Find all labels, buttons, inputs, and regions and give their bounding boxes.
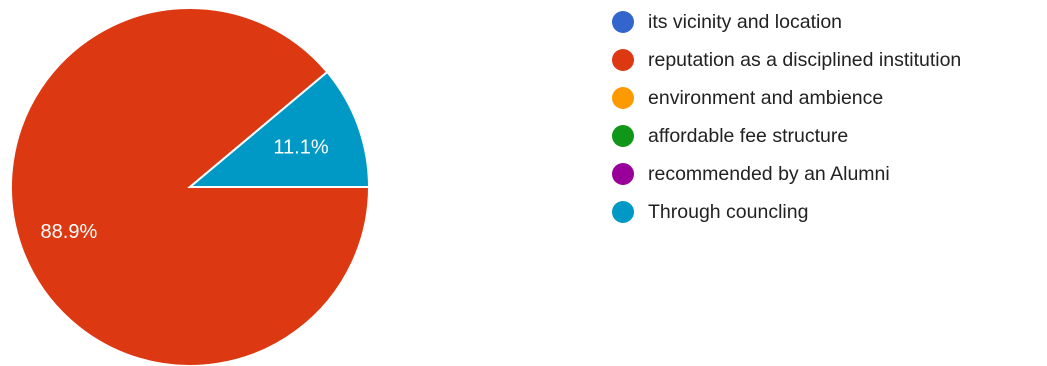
legend-swatch <box>612 49 634 71</box>
legend-label: environment and ambience <box>648 86 884 109</box>
legend-label: recommended by an Alumni <box>648 162 890 185</box>
pie-slice-labels: 88.9% 11.1% <box>41 137 329 243</box>
legend-swatch <box>612 11 634 33</box>
legend-item: environment and ambience <box>612 82 961 114</box>
chart-legend: its vicinity and location reputation as a… <box>612 6 961 234</box>
legend-swatch <box>612 125 634 147</box>
legend-swatch <box>612 87 634 109</box>
legend-item: Through councling <box>612 196 961 228</box>
pie-slice-through-councling <box>187 70 371 188</box>
legend-label: affordable fee structure <box>648 124 849 147</box>
legend-item: reputation as a disciplined institution <box>612 44 961 76</box>
pie-chart-svg: 88.9% 11.1% <box>10 7 371 366</box>
slice-value-label: 11.1% <box>273 137 328 159</box>
legend-label: reputation as a disciplined institution <box>648 48 962 71</box>
legend-swatch <box>612 201 634 223</box>
pie-slices <box>10 7 371 366</box>
legend-item: recommended by an Alumni <box>612 158 961 190</box>
legend-item: its vicinity and location <box>612 6 961 38</box>
pie-slice-reputation-as-a-disciplined-institution <box>10 7 371 366</box>
slice-value-label: 88.9% <box>41 221 98 243</box>
legend-swatch <box>612 163 634 185</box>
legend-label: Through councling <box>648 200 809 223</box>
legend-item: affordable fee structure <box>612 120 961 152</box>
legend-label: its vicinity and location <box>648 10 843 33</box>
